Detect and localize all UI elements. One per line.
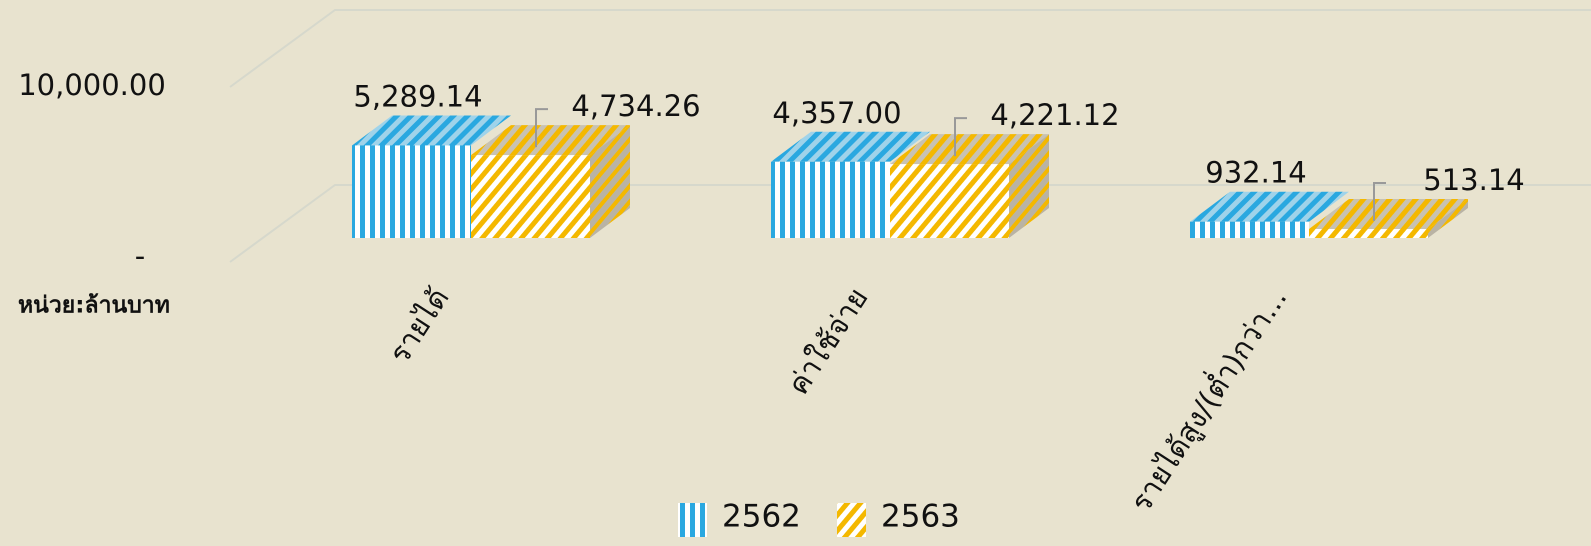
bar-3d — [771, 131, 930, 238]
value-label: 513.14 — [1423, 163, 1524, 197]
bar — [771, 161, 890, 238]
bar-3d — [471, 125, 630, 238]
x-tick-label: รายได้สูง/(ต่ำ)กว่า... — [1121, 280, 1294, 518]
legend-label: 2562 — [722, 499, 801, 535]
bar — [471, 155, 590, 238]
bar-top — [771, 131, 930, 162]
y-tick-label: 10,000.00 — [18, 68, 166, 102]
bar-top — [1309, 199, 1468, 230]
bar — [1309, 229, 1428, 238]
x-tick-label: รายได้ — [382, 282, 455, 370]
bar-top — [352, 115, 511, 146]
bar — [890, 164, 1009, 238]
bar — [352, 145, 471, 238]
leader-line — [535, 108, 548, 148]
bar-3d — [352, 115, 511, 238]
bar-3d — [890, 134, 1049, 238]
bar-top — [1190, 191, 1349, 222]
value-label: 5,289.14 — [353, 79, 482, 113]
legend-swatch — [837, 503, 866, 537]
bar-top — [890, 134, 1049, 165]
value-label: 4,734.26 — [571, 89, 700, 123]
leader-line — [1373, 182, 1386, 222]
value-label: 4,357.00 — [772, 96, 901, 130]
bar-side — [590, 125, 630, 238]
bar-top — [471, 125, 630, 156]
legend-swatch — [678, 503, 707, 537]
y-axis-unit: หน่วย:ล้านบาท — [18, 293, 170, 319]
grid-line — [229, 9, 1591, 88]
value-label: 4,221.12 — [990, 98, 1119, 132]
bar-3d — [1309, 199, 1468, 238]
grid-line — [229, 184, 1591, 263]
bar-side — [1428, 199, 1468, 238]
bar-side — [1009, 134, 1049, 238]
y-tick-label: - — [135, 239, 145, 273]
legend-label: 2563 — [881, 499, 960, 535]
bar-3d — [1190, 191, 1349, 238]
value-label: 932.14 — [1205, 156, 1306, 190]
bar — [1190, 221, 1309, 238]
x-tick-label: ค่าใช้จ่าย — [781, 282, 875, 401]
leader-line — [954, 117, 967, 157]
